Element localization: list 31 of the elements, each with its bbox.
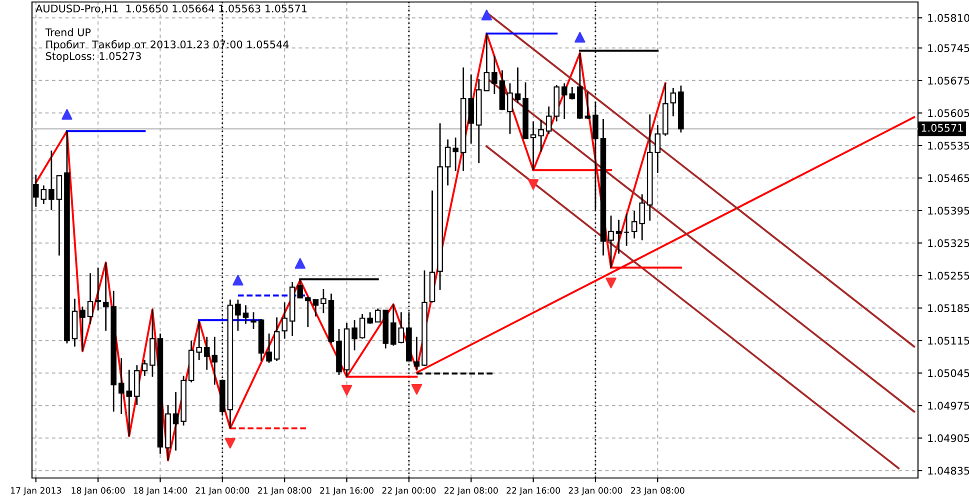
ref-line-label: 1.05571 — [922, 124, 963, 132]
y-tick-label: 1.04905 — [928, 434, 969, 442]
chart-title: AUDUSD-Pro,H1 1.05650 1.05664 1.05563 1.05571 — [36, 4, 307, 14]
x-tick-label: 21 Jan 00:00 — [196, 487, 250, 496]
y-tick-label: 1.05535 — [928, 142, 969, 150]
y-tick-label: 1.05325 — [928, 239, 969, 248]
annotation: Пробит Такбир от 2013.01.23 07:00 1.05544 — [46, 40, 289, 50]
x-tick-label: 17 Jan 2013 — [11, 487, 62, 496]
y-tick-label: 1.05255 — [928, 272, 969, 280]
y-tick-label: 1.05605 — [928, 109, 969, 118]
x-tick-label: 21 Jan 08:00 — [258, 487, 312, 496]
x-tick-label: 22 Jan 08:00 — [444, 487, 498, 496]
x-tick-label: 22 Jan 16:00 — [506, 487, 560, 496]
x-tick-label: 23 Jan 00:00 — [568, 487, 622, 496]
y-tick-label: 1.05675 — [928, 76, 969, 85]
x-tick-label: 18 Jan 14:00 — [134, 487, 187, 496]
y-tick-label: 1.05185 — [928, 304, 969, 312]
y-tick-label: 1.05045 — [928, 369, 969, 378]
y-tick-label: 1.04835 — [928, 466, 969, 475]
y-tick-label: 1.05115 — [928, 336, 969, 345]
x-tick-label: 18 Jan 06:00 — [72, 487, 125, 496]
y-tick-label: 1.04975 — [928, 402, 969, 410]
y-tick-label: 1.05810 — [928, 14, 969, 22]
y-tick-label: 1.05395 — [928, 206, 969, 215]
y-tick-label: 1.05745 — [928, 44, 969, 52]
x-tick-label: 22 Jan 00:00 — [382, 487, 436, 496]
x-tick-label: 23 Jan 08:00 — [631, 487, 684, 496]
annotation: Trend UP — [45, 28, 91, 36]
annotation: StopLoss: 1.05273 — [46, 52, 141, 62]
y-tick-label: 1.05465 — [928, 174, 969, 182]
x-tick-label: 21 Jan 16:00 — [320, 487, 374, 496]
